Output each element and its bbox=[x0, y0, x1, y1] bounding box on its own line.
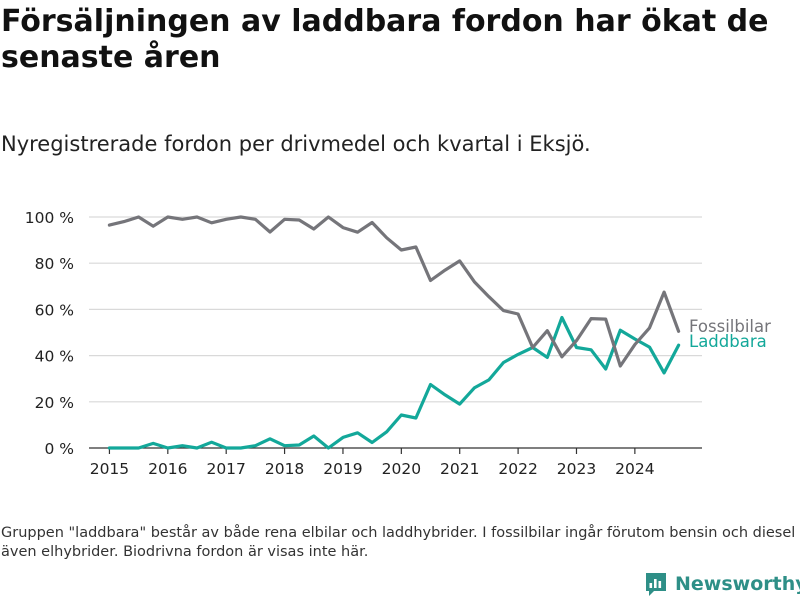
series-label-laddbara: Laddbara bbox=[689, 332, 767, 351]
series-line-laddbara bbox=[107, 315, 681, 450]
y-tick-label: 20 % bbox=[35, 394, 74, 412]
x-tick-label: 2019 bbox=[323, 460, 362, 478]
x-tick-label: 2016 bbox=[148, 460, 187, 478]
axes: 0 % 20 % 40 % 60 % 80 % 100 % 2015 2016 2017 2018… bbox=[25, 209, 702, 478]
y-tick-label: 80 % bbox=[35, 255, 74, 273]
series-lines bbox=[107, 215, 681, 450]
x-tick-label: 2024 bbox=[615, 460, 654, 478]
line-chart: 0 % 20 % 40 % 60 % 80 % 100 % 2015 2016 2017 2018… bbox=[25, 209, 771, 478]
x-tick-label: 2023 bbox=[557, 460, 596, 478]
series-line-fossilbilar bbox=[107, 215, 681, 368]
y-tick-label: 0 % bbox=[44, 440, 74, 458]
chart-subtitle: Nyregistrerade fordon per drivmedel och … bbox=[1, 132, 591, 156]
x-tick-label: 2018 bbox=[265, 460, 304, 478]
brand-name: Newsworthy bbox=[675, 573, 800, 595]
y-tick-label: 100 % bbox=[25, 209, 74, 227]
y-tick-label: 60 % bbox=[35, 301, 74, 319]
chart-title: Försäljningen av laddbara fordon har öka… bbox=[1, 4, 769, 75]
newsworthy-logo-icon bbox=[646, 573, 666, 596]
x-tick-label: 2021 bbox=[440, 460, 479, 478]
footnote: Gruppen "laddbara" består av både rena e… bbox=[1, 525, 796, 560]
y-tick-label: 40 % bbox=[35, 348, 74, 366]
x-tick-label: 2022 bbox=[498, 460, 537, 478]
series-label-fossilbilar: Fossilbilar bbox=[689, 317, 771, 336]
x-tick-label: 2017 bbox=[206, 460, 245, 478]
x-tick-label: 2015 bbox=[90, 460, 129, 478]
brand-logo-link[interactable]: Newsworthy bbox=[644, 570, 800, 598]
x-tick-label: 2020 bbox=[382, 460, 421, 478]
